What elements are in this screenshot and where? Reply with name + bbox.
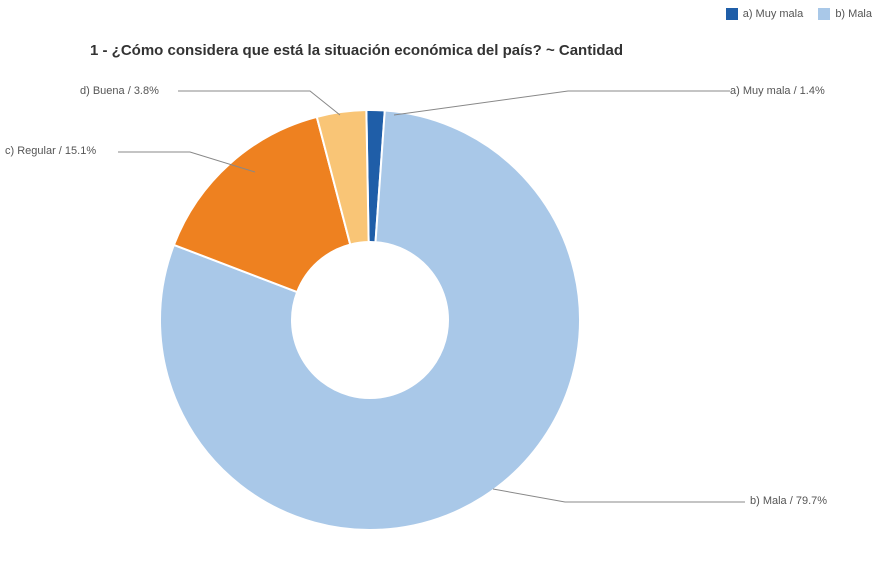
slice-label-a: a) Muy mala / 1.4% bbox=[730, 85, 825, 97]
leader-b bbox=[493, 489, 745, 502]
leader-d bbox=[178, 91, 340, 115]
slice-label-c: c) Regular / 15.1% bbox=[5, 145, 96, 157]
chart-container: { "legend": { "items": [ { "label": "a) … bbox=[0, 0, 892, 572]
slice-label-d: d) Buena / 3.8% bbox=[80, 85, 159, 97]
leader-a bbox=[394, 91, 730, 115]
slice-label-b: b) Mala / 79.7% bbox=[750, 495, 827, 507]
